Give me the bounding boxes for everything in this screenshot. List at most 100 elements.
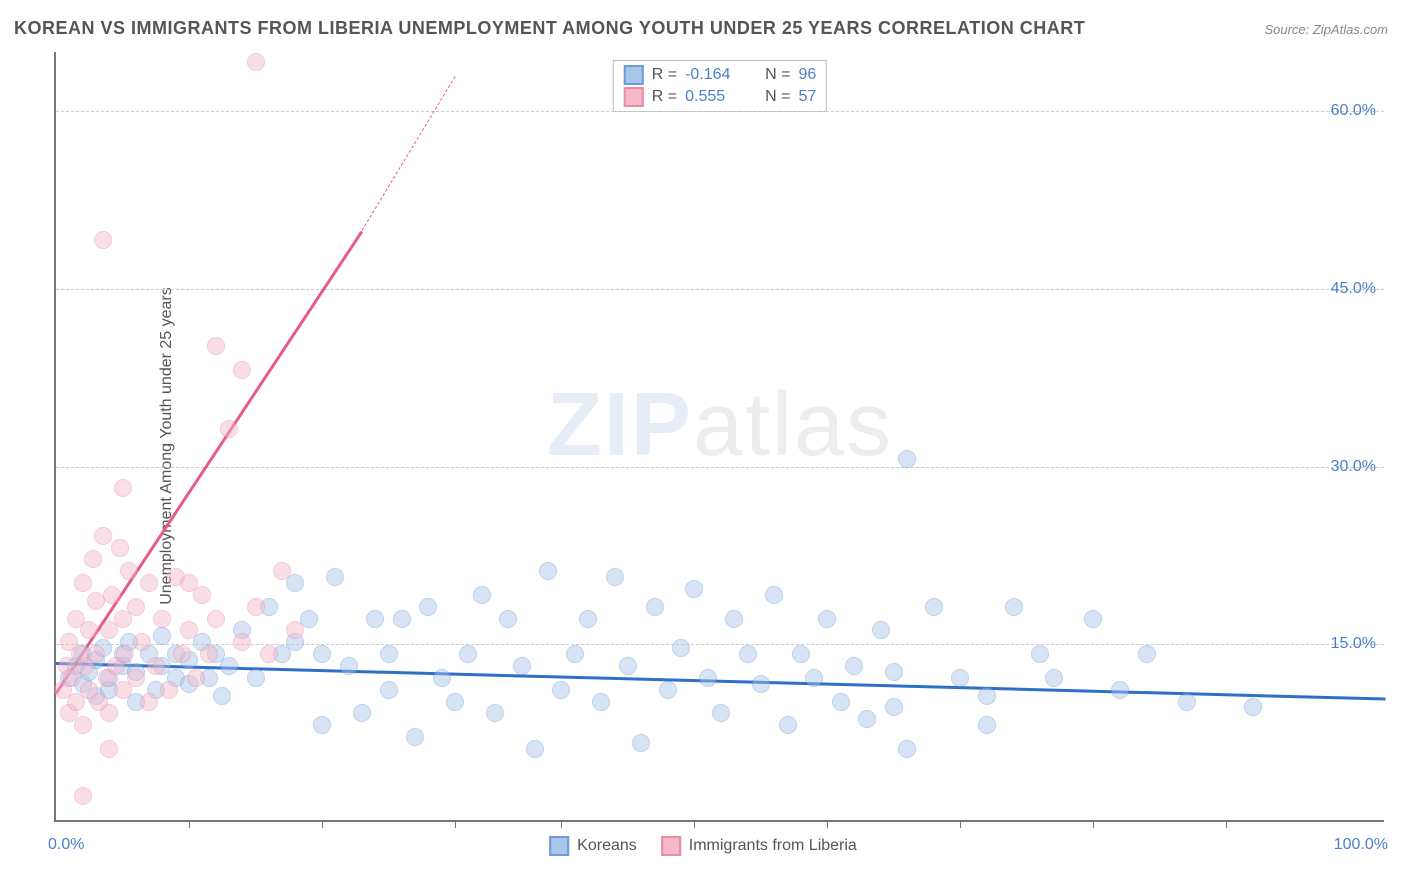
data-point xyxy=(592,693,610,711)
data-point xyxy=(187,669,205,687)
data-point xyxy=(885,698,903,716)
data-point xyxy=(286,621,304,639)
data-point xyxy=(393,610,411,628)
legend-label-liberia: Immigrants from Liberia xyxy=(689,837,857,855)
data-point xyxy=(925,598,943,616)
data-point xyxy=(513,657,531,675)
data-point xyxy=(1138,645,1156,663)
gridline xyxy=(56,111,1384,112)
y-tick-label: 45.0% xyxy=(1331,280,1376,298)
data-point xyxy=(1031,645,1049,663)
data-point xyxy=(1178,693,1196,711)
data-point xyxy=(80,621,98,639)
x-axis-max-label: 100.0% xyxy=(1334,836,1388,854)
data-point xyxy=(74,574,92,592)
gridline xyxy=(56,467,1384,468)
data-point xyxy=(120,562,138,580)
data-point xyxy=(685,580,703,598)
data-point xyxy=(213,687,231,705)
x-tick xyxy=(561,820,562,828)
data-point xyxy=(459,645,477,663)
data-point xyxy=(805,669,823,687)
data-point xyxy=(792,645,810,663)
data-point xyxy=(1244,698,1262,716)
data-point xyxy=(326,568,344,586)
data-point xyxy=(619,657,637,675)
r-value-liberia: 0.555 xyxy=(685,88,745,106)
x-tick xyxy=(1226,820,1227,828)
data-point xyxy=(153,627,171,645)
data-point xyxy=(247,598,265,616)
data-point xyxy=(366,610,384,628)
data-point xyxy=(406,728,424,746)
swatch-koreans xyxy=(624,65,644,85)
data-point xyxy=(114,479,132,497)
y-tick-label: 30.0% xyxy=(1331,458,1376,476)
data-point xyxy=(832,693,850,711)
data-point xyxy=(147,657,165,675)
data-point xyxy=(313,645,331,663)
data-point xyxy=(1111,681,1129,699)
legend-row-liberia: R = 0.555 N = 57 xyxy=(624,87,816,107)
gridline xyxy=(56,644,1384,645)
data-point xyxy=(247,669,265,687)
data-point xyxy=(247,53,265,71)
r-value-koreans: -0.164 xyxy=(685,66,745,84)
data-point xyxy=(898,450,916,468)
data-point xyxy=(313,716,331,734)
data-point xyxy=(340,657,358,675)
data-point xyxy=(858,710,876,728)
n-value-koreans: 96 xyxy=(798,66,816,84)
data-point xyxy=(978,687,996,705)
data-point xyxy=(220,657,238,675)
data-point xyxy=(752,675,770,693)
data-point xyxy=(978,716,996,734)
legend-item-koreans: Koreans xyxy=(549,836,637,856)
data-point xyxy=(153,610,171,628)
x-tick xyxy=(322,820,323,828)
data-point xyxy=(111,539,129,557)
n-value-liberia: 57 xyxy=(798,88,816,106)
data-point xyxy=(779,716,797,734)
data-point xyxy=(173,645,191,663)
data-point xyxy=(180,574,198,592)
data-point xyxy=(725,610,743,628)
data-point xyxy=(207,610,225,628)
legend-row-koreans: R = -0.164 N = 96 xyxy=(624,65,816,85)
data-point xyxy=(127,598,145,616)
data-point xyxy=(552,681,570,699)
data-point xyxy=(74,716,92,734)
x-tick xyxy=(1093,820,1094,828)
data-point xyxy=(579,610,597,628)
data-point xyxy=(273,562,291,580)
data-point xyxy=(818,610,836,628)
data-point xyxy=(845,657,863,675)
data-point xyxy=(646,598,664,616)
data-point xyxy=(200,645,218,663)
data-point xyxy=(94,527,112,545)
swatch-koreans-bottom xyxy=(549,836,569,856)
data-point xyxy=(419,598,437,616)
data-point xyxy=(140,693,158,711)
correlation-legend: R = -0.164 N = 96 R = 0.555 N = 57 xyxy=(613,60,827,112)
data-point xyxy=(220,420,238,438)
data-point xyxy=(632,734,650,752)
data-point xyxy=(116,645,134,663)
x-tick xyxy=(960,820,961,828)
x-tick xyxy=(455,820,456,828)
data-point xyxy=(103,586,121,604)
data-point xyxy=(499,610,517,628)
data-point xyxy=(872,621,890,639)
data-point xyxy=(74,787,92,805)
swatch-liberia-bottom xyxy=(661,836,681,856)
y-tick-label: 15.0% xyxy=(1331,635,1376,653)
data-point xyxy=(539,562,557,580)
data-point xyxy=(672,639,690,657)
chart-title: KOREAN VS IMMIGRANTS FROM LIBERIA UNEMPL… xyxy=(14,18,1085,39)
data-point xyxy=(233,361,251,379)
data-point xyxy=(380,645,398,663)
trendline xyxy=(361,76,455,231)
data-point xyxy=(100,740,118,758)
x-tick xyxy=(189,820,190,828)
data-point xyxy=(446,693,464,711)
